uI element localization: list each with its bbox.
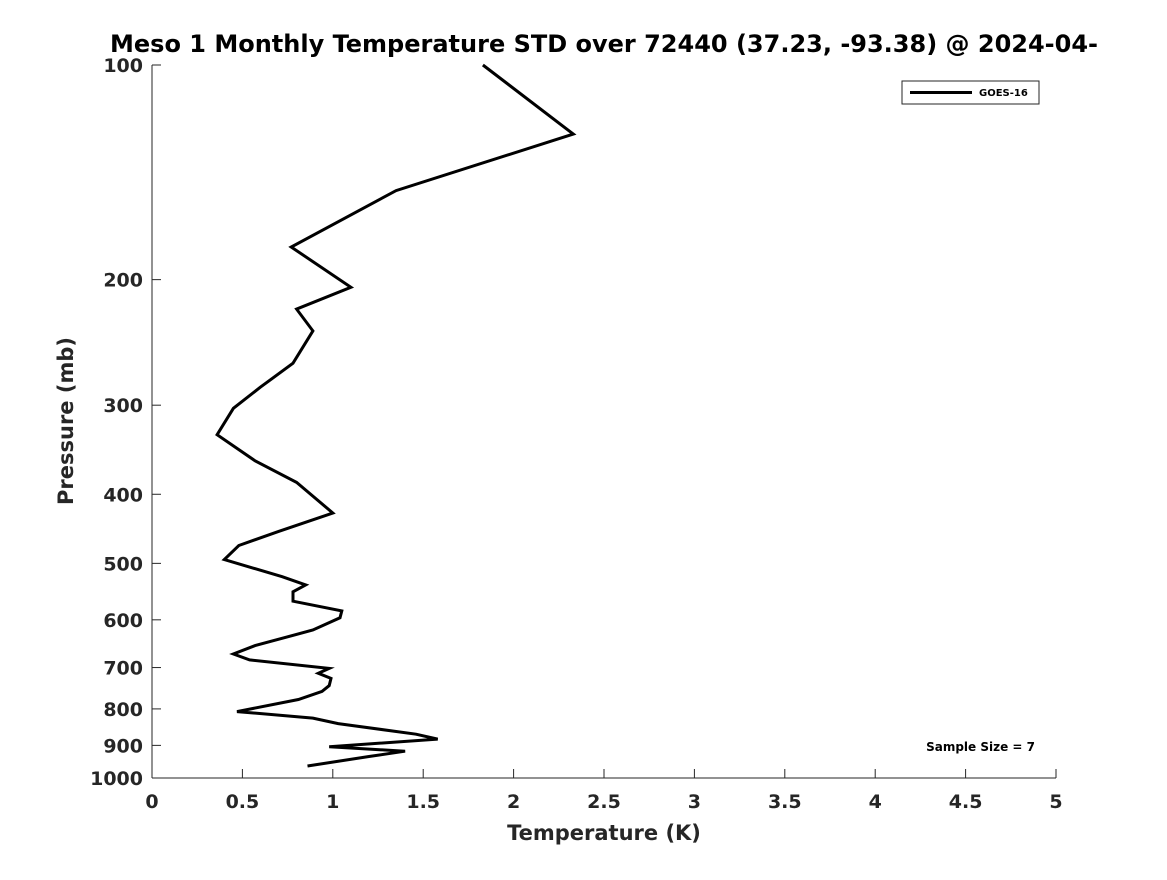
- x-axis-label: Temperature (K): [507, 821, 701, 845]
- y-tick-label: 200: [103, 270, 143, 292]
- x-tick-label: 4.5: [949, 791, 983, 813]
- y-tick-label: 800: [103, 699, 143, 721]
- x-tick-label: 5: [1049, 791, 1062, 813]
- x-tick-label: 0: [145, 791, 158, 813]
- y-tick-label: 500: [103, 553, 143, 575]
- x-tick-label: 3: [688, 791, 701, 813]
- y-tick-label: 300: [103, 395, 143, 417]
- sample-size-annotation: Sample Size = 7: [926, 740, 1035, 754]
- series-line-goes-16: [215, 63, 577, 768]
- series-layer: [215, 63, 577, 768]
- legend-label: GOES-16: [979, 88, 1028, 99]
- x-tick-label: 1.5: [406, 791, 440, 813]
- x-tick-label: 4: [869, 791, 882, 813]
- y-tick-label: 900: [103, 735, 143, 757]
- x-tick-label: 3.5: [768, 791, 802, 813]
- y-tick-label: 700: [103, 658, 143, 680]
- x-tick-label: 2: [507, 791, 520, 813]
- axes: 0 0.5 1 1.5 2 2.5 3 3.5 4 4.5 5 100 200 300 400 500 600 7…: [90, 55, 1063, 813]
- x-tick-label: 2.5: [587, 791, 621, 813]
- chart-title: Meso 1 Monthly Temperature STD over 7244…: [110, 30, 1098, 58]
- y-tick-label: 1000: [90, 768, 143, 790]
- y-tick-label: 100: [103, 55, 143, 77]
- x-tick-label: 1: [326, 791, 339, 813]
- legend: GOES-16: [901, 80, 1040, 105]
- y-axis-label: Pressure (mb): [54, 337, 78, 505]
- y-tick-label: 400: [103, 484, 143, 506]
- y-tick-label: 600: [103, 610, 143, 632]
- x-tick-label: 0.5: [226, 791, 260, 813]
